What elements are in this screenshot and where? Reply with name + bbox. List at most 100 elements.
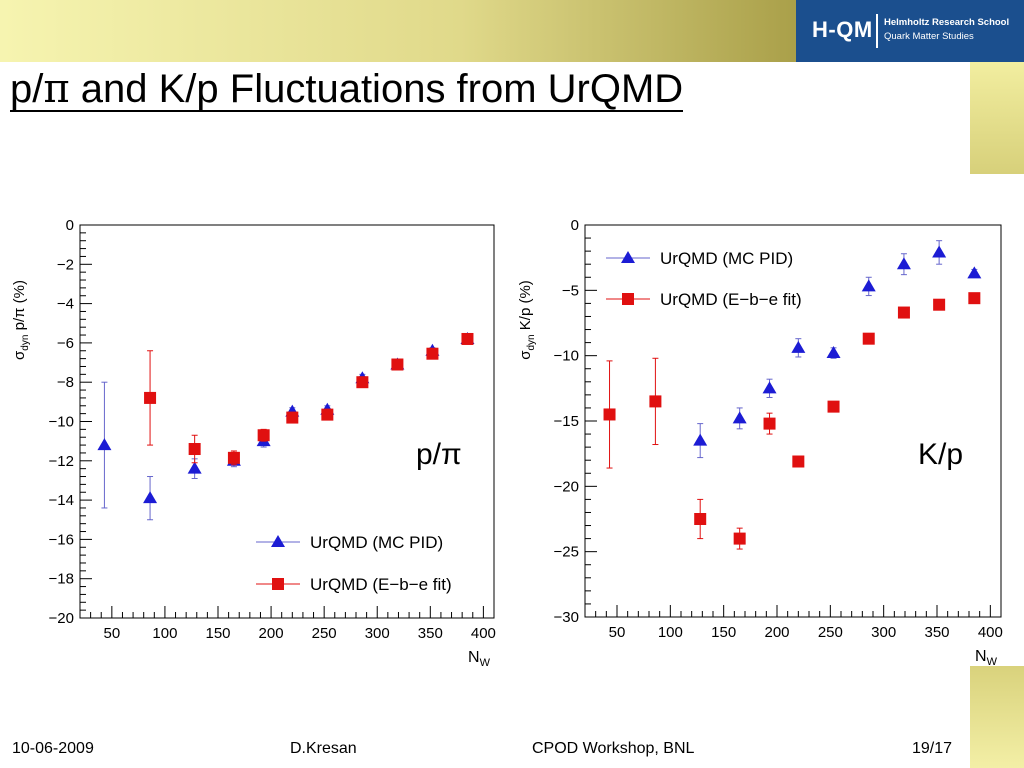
- legend-box: [598, 238, 830, 320]
- data-point-square: [227, 451, 240, 464]
- x-tick-label: 50: [104, 625, 121, 642]
- hqm-logo: H-QM Helmholtz Research School Quark Mat…: [796, 0, 1024, 62]
- data-point-square: [763, 417, 776, 430]
- data-point-square: [897, 306, 910, 319]
- panel-label: K/p: [918, 438, 963, 471]
- data-point-square: [461, 332, 474, 345]
- data-point-square: [321, 408, 334, 421]
- data-point-square: [649, 395, 662, 408]
- data-point-triangle: [762, 381, 777, 394]
- y-tick-label: −18: [49, 571, 74, 588]
- data-point-triangle: [896, 257, 911, 270]
- y-tick-label: −4: [57, 296, 74, 313]
- y-axis-label-sigma: σ: [517, 350, 534, 360]
- data-point-square: [862, 332, 875, 345]
- x-tick-label: 150: [205, 625, 230, 642]
- chart-p-pi: 50 100 150 200 250 300 350 400 0 −2 −4 −6 −8 −10 −12 −1…: [11, 217, 496, 669]
- data-point-square: [257, 429, 270, 442]
- x-tick-label: 400: [978, 624, 1003, 641]
- footer-date: 10-06-2009: [12, 740, 94, 757]
- data-point-square: [968, 292, 981, 305]
- data-point-triangle: [693, 433, 708, 446]
- chart-k-p: 50 100 150 200 250 300 350 400 0 −5 −10 −15 −20 −25 −3…: [517, 217, 1003, 668]
- panel-label: p/π: [416, 438, 462, 471]
- y-tick-label: 0: [571, 217, 579, 234]
- x-axis-label-sub: W: [480, 657, 491, 669]
- y-tick-label: −15: [554, 413, 579, 430]
- y-tick-label: −10: [49, 414, 74, 431]
- logo-mark: H-QM: [812, 17, 873, 42]
- footer-event: CPOD Workshop, BNL: [532, 740, 695, 757]
- data-point-square: [426, 347, 439, 360]
- slide-title-part-2: and K/p Fluctuations from UrQMD: [69, 67, 684, 111]
- x-axis-label-sub: W: [987, 656, 998, 668]
- x-tick-label: 200: [259, 625, 284, 642]
- x-tick-label: 150: [711, 624, 736, 641]
- x-tick-label: 50: [609, 624, 626, 641]
- footer-author: D.Kresan: [290, 740, 357, 757]
- y-tick-label: −25: [554, 544, 579, 561]
- y-axis-label-sub: dyn: [526, 334, 537, 350]
- y-tick-label: −12: [49, 453, 74, 470]
- y-axis-label-sub: dyn: [20, 335, 31, 351]
- y-tick-label: −30: [554, 609, 579, 626]
- y-tick-label: 0: [66, 217, 74, 234]
- data-point-triangle: [732, 411, 747, 424]
- logo-separator: [876, 14, 878, 48]
- data-point-triangle: [826, 346, 841, 359]
- data-point-square: [603, 408, 616, 421]
- side-accent-top: [970, 62, 1024, 174]
- slide-title-pi: π: [43, 66, 70, 112]
- logo-line-1: Helmholtz Research School: [884, 17, 1010, 28]
- data-point-triangle: [791, 340, 806, 353]
- y-tick-label: −5: [562, 282, 579, 299]
- y-tick-label: −16: [49, 531, 74, 548]
- logo-line-2: Quark Matter Studies: [884, 31, 974, 42]
- x-tick-label: 350: [924, 624, 949, 641]
- legend-marker-triangle: [271, 535, 285, 547]
- x-axis-label-main: N: [468, 649, 480, 666]
- data-point-square: [792, 455, 805, 468]
- x-tick-label: 300: [871, 624, 896, 641]
- legend-box: [248, 522, 476, 606]
- slide-title: p/π and K/p Fluctuations from UrQMD: [10, 66, 684, 112]
- data-point-square: [188, 443, 201, 456]
- legend-entry-label: UrQMD (E−b−e fit): [660, 290, 802, 309]
- data-point-square: [733, 532, 746, 545]
- x-axis-label: NW: [468, 649, 491, 669]
- y-tick-label: −6: [57, 335, 74, 352]
- legend-marker-triangle: [621, 251, 635, 263]
- data-point-triangle: [97, 438, 112, 451]
- x-axis-label: NW: [975, 648, 998, 668]
- y-axis-label-rest: K/p (%): [517, 280, 534, 334]
- data-point-triangle: [187, 461, 202, 474]
- x-tick-label: 400: [471, 625, 496, 642]
- y-axis-label-sigma: σ: [11, 350, 28, 360]
- data-point-triangle: [932, 245, 947, 258]
- data-point-square: [827, 400, 840, 413]
- x-tick-label: 200: [764, 624, 789, 641]
- side-accent-bottom: [970, 666, 1024, 768]
- x-tick-label: 250: [312, 625, 337, 642]
- data-point-triangle: [143, 491, 158, 504]
- x-tick-label: 350: [418, 625, 443, 642]
- data-point-square: [694, 513, 707, 525]
- data-point-square: [356, 376, 369, 389]
- legend-marker-square: [272, 578, 284, 590]
- x-tick-label: 100: [658, 624, 683, 641]
- y-axis-label: σdyn K/p (%): [517, 280, 537, 360]
- x-tick-label: 100: [152, 625, 177, 642]
- y-tick-label: −14: [49, 492, 74, 509]
- footer-page-number: 19/17: [912, 740, 953, 757]
- data-point-square: [391, 358, 404, 371]
- x-tick-label: 250: [818, 624, 843, 641]
- data-point-square: [933, 298, 946, 311]
- x-axis-label-main: N: [975, 648, 987, 665]
- slide-title-part-1: p/: [10, 67, 44, 111]
- y-tick-label: −2: [57, 256, 74, 273]
- data-point-triangle: [861, 279, 876, 292]
- y-tick-label: −20: [554, 478, 579, 495]
- data-point-triangle: [967, 266, 982, 279]
- y-tick-label: −10: [554, 348, 579, 365]
- y-tick-label: −8: [57, 374, 74, 391]
